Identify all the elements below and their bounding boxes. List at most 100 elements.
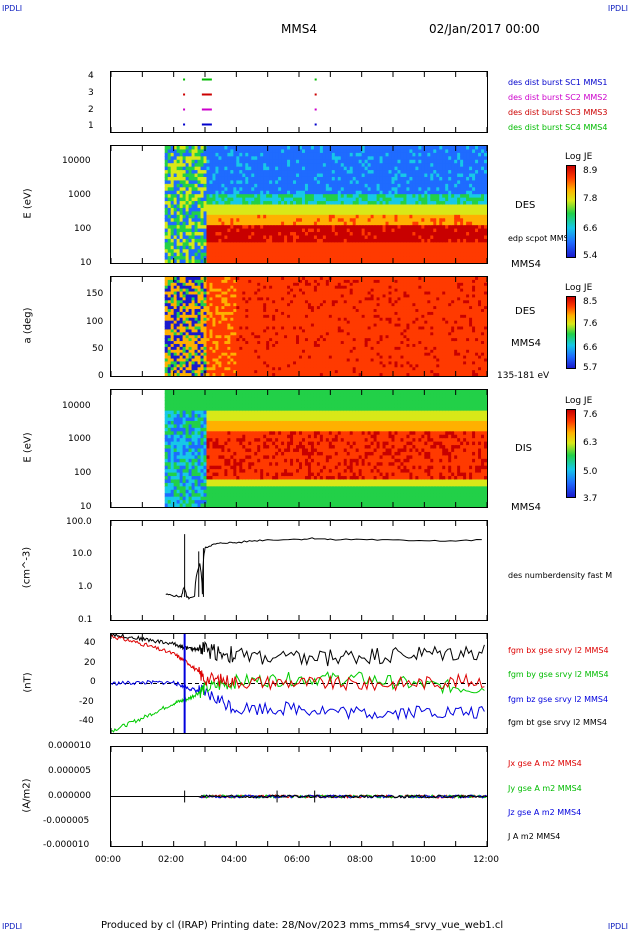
spectro-cell <box>173 156 178 161</box>
spectro-cell <box>248 245 252 250</box>
spectro-cell <box>269 338 273 342</box>
spectro-cell <box>227 235 231 240</box>
spectro-cell <box>373 238 378 243</box>
spectro-cell <box>182 228 187 233</box>
spectro-cell <box>164 228 169 233</box>
spectro-cell <box>221 256 225 261</box>
spectro-cell <box>316 249 321 254</box>
spectro-cell <box>433 207 437 212</box>
spectro-cell <box>203 204 208 209</box>
spectro-cell <box>337 207 342 212</box>
spectro-cell <box>382 197 387 202</box>
spectro-cell <box>406 166 411 171</box>
spectro-cell <box>176 277 181 281</box>
spectro-cell <box>200 352 205 357</box>
spectro-cell <box>299 218 303 223</box>
spectro-cell <box>260 156 264 161</box>
spectro-cell <box>278 190 282 195</box>
spectro-cell <box>403 218 408 223</box>
spectro-cell <box>218 303 223 307</box>
spectro-cell <box>260 256 264 261</box>
spectro-cell <box>334 156 339 161</box>
spectro-cell <box>427 149 431 154</box>
spectro-cell <box>394 156 399 161</box>
spectro-cell <box>376 228 381 233</box>
spectro-cell <box>296 245 300 250</box>
spectro-cell <box>185 228 190 233</box>
spectro-cell <box>212 245 217 250</box>
spectro-cell <box>209 285 214 290</box>
spectro-cell <box>221 204 225 209</box>
spectro-cell <box>397 235 402 240</box>
spectro-cell <box>179 211 184 216</box>
spectro-cell <box>257 285 261 290</box>
spectro-cell <box>221 358 225 363</box>
spectro-cell <box>281 235 285 240</box>
spectro-cell <box>409 149 413 154</box>
spectro-cell <box>376 204 381 209</box>
spectro-cell <box>424 232 428 237</box>
spectro-cell <box>251 218 255 223</box>
spectro-cell <box>296 242 300 247</box>
spectro-cell <box>185 249 190 254</box>
spectro-cell <box>209 320 214 325</box>
spectro-cell <box>230 252 234 257</box>
spectro-cell <box>293 235 297 240</box>
spectro-cell <box>242 364 246 368</box>
spectro-cell <box>215 146 220 151</box>
spectro-cell <box>310 235 315 240</box>
spectro-cell <box>245 291 249 296</box>
spectro-cell <box>230 314 234 319</box>
spectro-cell <box>284 166 288 171</box>
spectro-cell <box>242 183 246 188</box>
spectro-cell <box>254 146 258 151</box>
spectro-cell <box>251 156 255 161</box>
spectro-cell <box>257 156 261 161</box>
spectro-cell <box>194 187 199 192</box>
spectro-cell <box>370 221 375 226</box>
spectro-cell <box>194 235 199 240</box>
spectro-cell <box>278 194 282 199</box>
spectro-cell <box>293 211 297 216</box>
spectro-cell <box>173 361 178 365</box>
spectro-cell <box>325 238 330 243</box>
spectro-cell <box>245 228 249 233</box>
spectro-cell <box>424 173 428 178</box>
spectro-cell <box>430 201 434 206</box>
spectro-cell <box>301 201 306 206</box>
spectro-cell <box>388 201 393 206</box>
spectro-cell <box>343 256 348 261</box>
spectro-cell <box>478 159 482 164</box>
spectro-cell <box>194 294 199 298</box>
spectro-cell <box>403 211 408 216</box>
spectro-cell <box>269 367 273 371</box>
spectro-cell <box>293 152 297 157</box>
spectro-cell <box>263 297 267 301</box>
spectro-cell <box>281 204 285 209</box>
spectro-cell <box>218 346 223 351</box>
spectro-cell <box>179 349 184 354</box>
spectro-cell <box>475 232 479 237</box>
spectro-cell <box>284 242 288 247</box>
spectro-cell <box>278 163 282 168</box>
spectro-cell <box>230 173 234 178</box>
spectro-cell <box>442 187 446 192</box>
spectro-cell <box>469 187 473 192</box>
spectro-cell <box>257 341 261 345</box>
spectro-cell <box>203 214 208 219</box>
spectro-cell <box>334 197 339 202</box>
spectro-cell <box>409 235 413 240</box>
spectro-cell <box>206 232 211 237</box>
spectro-cell <box>313 242 318 247</box>
spectro-cell <box>284 252 288 257</box>
spectro-cell <box>484 163 487 168</box>
spectro-cell <box>206 238 211 243</box>
spectro-cell <box>239 288 243 293</box>
spectro-cell <box>254 256 258 261</box>
spectro-cell <box>164 352 169 357</box>
spectro-cell <box>173 183 178 188</box>
spectro-cell <box>185 346 190 351</box>
spectro-cell <box>307 183 312 188</box>
p1-ytick-4: 4 <box>88 71 94 81</box>
spectro-cell <box>358 214 363 219</box>
